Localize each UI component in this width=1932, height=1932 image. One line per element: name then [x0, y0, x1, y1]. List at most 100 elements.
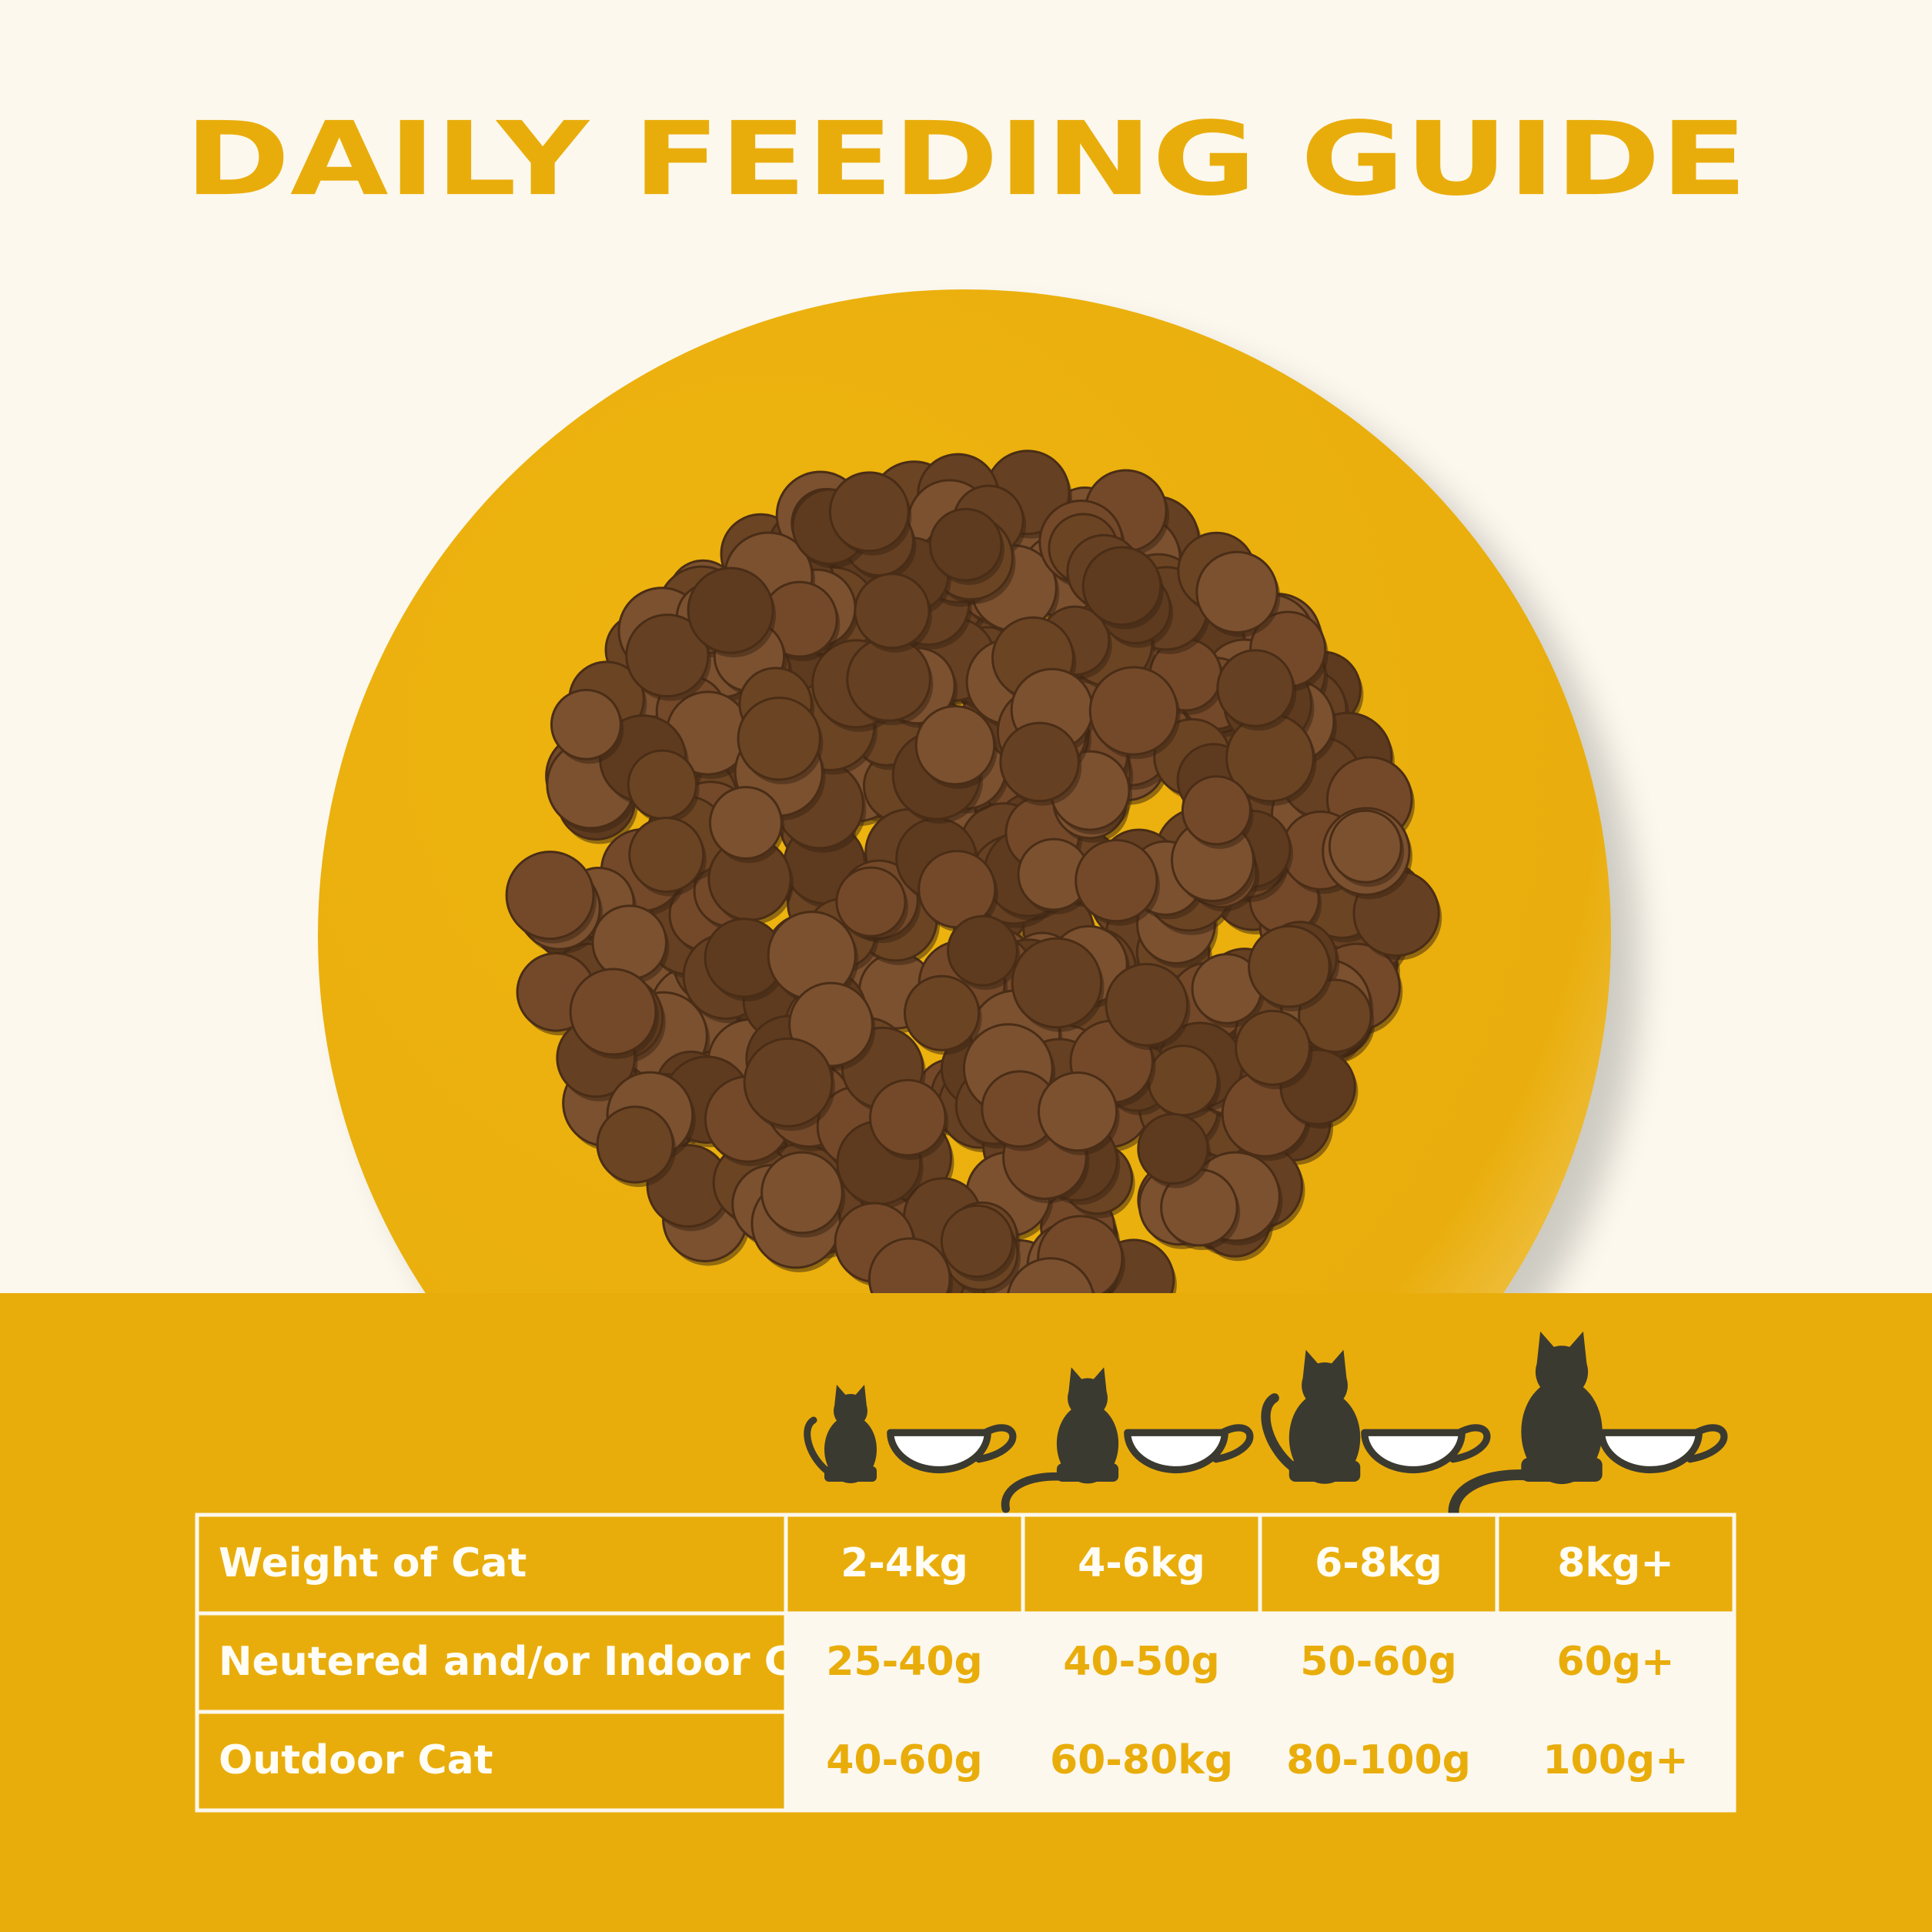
cat-tail: [1448, 1469, 1543, 1523]
column-header: 4-6kg: [1078, 1540, 1205, 1586]
table-cell: [1258, 1513, 1499, 1616]
bowl-icon: [1361, 1424, 1491, 1474]
bowl-handle: [1449, 1424, 1491, 1463]
cat-head: [834, 1394, 867, 1428]
cat-head: [1068, 1378, 1108, 1419]
kibble: [687, 567, 774, 654]
kibble: [940, 1204, 1014, 1279]
cell-value: 25-40g: [826, 1639, 983, 1685]
kibble: [1328, 809, 1402, 884]
cat-icon: [804, 1385, 877, 1483]
cell-value: 40-50g: [1063, 1639, 1220, 1685]
cat-ears: [1068, 1367, 1107, 1393]
table-cell: [784, 1513, 1025, 1616]
kibble: [835, 866, 907, 938]
cat-base: [824, 1466, 877, 1482]
row-label: Weight of Cat: [219, 1540, 526, 1586]
cat-tail: [1001, 1472, 1074, 1513]
kibble: [1007, 1257, 1095, 1293]
cell-value: 40-60g: [826, 1737, 983, 1783]
kibble: [1037, 1071, 1118, 1152]
kibble: [1105, 962, 1189, 1047]
title: DAILY FEEDING GUIDE: [185, 100, 1747, 219]
column-header: 2-4kg: [841, 1540, 968, 1586]
table-cell: [195, 1513, 788, 1616]
bowl-handle: [1212, 1424, 1254, 1463]
kibble: [569, 968, 657, 1056]
kibble: [1088, 666, 1178, 756]
kibble: [903, 974, 981, 1051]
kibble: [505, 851, 595, 941]
cat-body: [1056, 1403, 1119, 1484]
bowl-icon: [1598, 1424, 1728, 1474]
cat-ears: [1536, 1331, 1587, 1365]
cat-body: [1521, 1379, 1603, 1485]
bowl: [1361, 1429, 1466, 1474]
bowl: [1124, 1429, 1228, 1474]
cat-ears: [834, 1385, 867, 1406]
kibble: [869, 1078, 947, 1157]
table-cell: [195, 1710, 788, 1813]
table-cell: [1021, 1710, 1262, 1813]
kibble: [1216, 649, 1295, 727]
cat-base: [1521, 1458, 1603, 1482]
kibble: [1075, 838, 1158, 923]
column-header: 6-8kg: [1315, 1540, 1442, 1586]
cat-icon: [1001, 1367, 1119, 1513]
cell-value: 50-60g: [1300, 1639, 1457, 1685]
row-label: Neutered and/or Indoor Cat: [219, 1639, 840, 1685]
plate-group: [318, 289, 1640, 1293]
kibble: [1235, 1009, 1311, 1086]
column-header: 8kg+: [1557, 1540, 1674, 1586]
cat-base: [1289, 1460, 1361, 1482]
kibble: [1195, 550, 1279, 634]
row-label: Outdoor Cat: [219, 1737, 493, 1783]
feeding-table: Weight of Cat 2-4kg 4-6kg 6-8kg 8kg+ Neutered…: [195, 1513, 1736, 1813]
cell-value: 80-100g: [1286, 1737, 1471, 1783]
kibble: [854, 573, 931, 650]
cell-value: 60-80kg: [1050, 1737, 1233, 1783]
kibble: [867, 1237, 951, 1293]
bowl-icon: [1124, 1424, 1254, 1474]
table-cell: [195, 1611, 788, 1714]
cat-base: [1056, 1463, 1119, 1482]
cat-icons: [804, 1331, 1728, 1523]
cell-value: 100g+: [1543, 1737, 1688, 1783]
kibble: [760, 1151, 844, 1235]
table-cell: [1258, 1710, 1499, 1813]
cell-value: 60g+: [1556, 1639, 1674, 1685]
bowl-handle: [1686, 1424, 1728, 1463]
kibble: [737, 697, 821, 781]
kibble: [1011, 937, 1103, 1029]
bowl-handle: [975, 1424, 1017, 1463]
kibble: [1181, 775, 1252, 846]
kibble: [999, 721, 1080, 803]
bowl: [1598, 1429, 1703, 1474]
kibble: [1137, 1112, 1209, 1185]
kibble: [591, 904, 668, 981]
kibble: [743, 1037, 834, 1128]
kibble: [627, 749, 698, 820]
kibble: [708, 786, 783, 860]
table-cell: [1495, 1611, 1736, 1714]
table-cell: [1495, 1513, 1736, 1616]
kibble: [1248, 924, 1331, 1008]
kibble-pile: [505, 450, 1442, 1293]
bowl: [887, 1429, 991, 1474]
bowl-icon: [887, 1424, 1017, 1474]
kibble: [947, 914, 1018, 987]
cat-icon: [1448, 1331, 1603, 1523]
table-cell: [1495, 1710, 1736, 1813]
kibble: [928, 507, 1003, 582]
kibble: [550, 688, 622, 760]
table-cell: [784, 1710, 1025, 1813]
kibble: [628, 817, 705, 894]
kibble: [596, 1105, 674, 1184]
kibble: [914, 704, 996, 786]
cat-head: [1535, 1345, 1589, 1399]
cat-icon: [1261, 1349, 1361, 1484]
cat-head: [1302, 1362, 1348, 1409]
cat-ears: [1302, 1349, 1347, 1379]
kibble: [625, 613, 710, 698]
